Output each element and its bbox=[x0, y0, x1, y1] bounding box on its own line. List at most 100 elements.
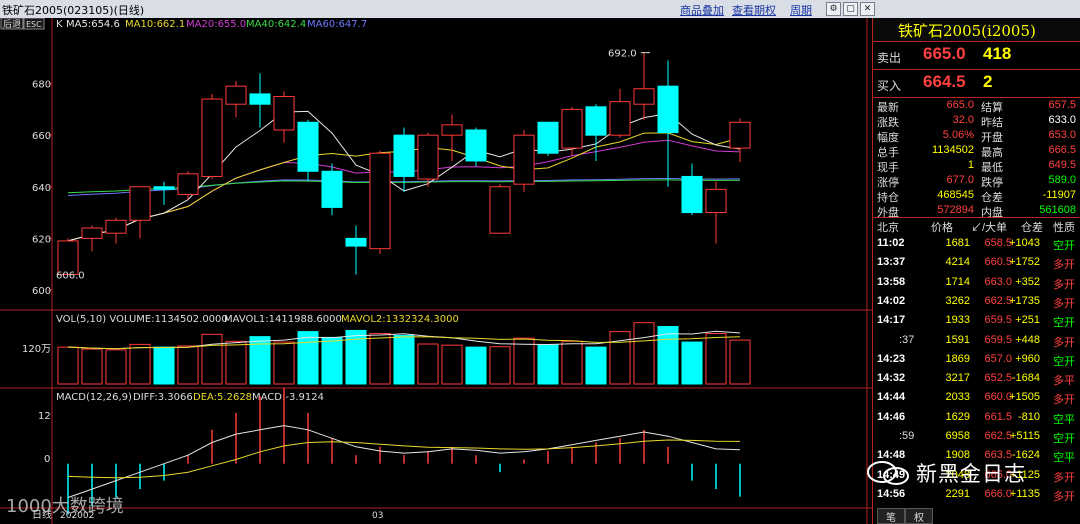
candle-body bbox=[201, 98, 223, 177]
tick-nature: 多开 bbox=[1053, 259, 1075, 272]
tick-row: 14:46 661.5 1629 -810 空平 bbox=[873, 407, 1080, 428]
view-options-button[interactable]: 查看期权 bbox=[732, 4, 776, 17]
volume-bar bbox=[105, 349, 127, 385]
overlay-commodity-button[interactable]: 商品叠加 bbox=[680, 4, 724, 17]
candle-body bbox=[393, 134, 415, 177]
low-price-label: 606.0 bbox=[56, 270, 85, 281]
volume-bar bbox=[129, 343, 151, 385]
tick-nature: 多开 bbox=[1053, 278, 1075, 291]
close-icon[interactable]: ✕ bbox=[860, 2, 875, 16]
macd-tick-0: 0 bbox=[44, 454, 50, 465]
stat-label: 涨跌 bbox=[877, 117, 899, 129]
stat-value: 666.5 bbox=[1048, 144, 1076, 156]
tick-header: 北京 价格 ↙/大单 仓差 性质 bbox=[873, 217, 1080, 234]
zoom-icon[interactable]: ▢ bbox=[843, 2, 858, 16]
candle-body bbox=[489, 186, 511, 234]
price-tick-label: 660 bbox=[32, 131, 51, 142]
tick-vol: 4214 bbox=[945, 256, 970, 269]
tick-time: 14:44 bbox=[877, 391, 906, 404]
tick-nature: 空开 bbox=[1053, 355, 1075, 368]
candle-body bbox=[321, 170, 343, 208]
tick-time: 11:02 bbox=[877, 237, 905, 249]
tick-price: 659.5 bbox=[984, 314, 1012, 327]
stat-row: 幅度 5.06% 开盘 653.0 bbox=[873, 129, 1080, 144]
tick-nature: 多开 bbox=[1053, 490, 1075, 503]
stat-label: 持仓 bbox=[877, 192, 899, 204]
price-tick-label: 620 bbox=[32, 234, 51, 245]
volume-bar bbox=[153, 346, 175, 385]
tick-vol: 2048 bbox=[945, 468, 970, 481]
stat-label: 现手 bbox=[877, 162, 899, 174]
tick-time: 14:56 bbox=[877, 487, 906, 500]
tick-row: 11:02 658.5 1681 +1043 空开 bbox=[873, 233, 1080, 254]
tick-row: 14:44 660.0 2033 +1505 多开 bbox=[873, 387, 1080, 408]
instrument-name: 铁矿石2005(i2005) bbox=[898, 22, 1036, 40]
tick-nature: 多开 bbox=[1053, 471, 1075, 484]
tick-price: 666.0 bbox=[984, 487, 1012, 500]
volume-bar bbox=[297, 331, 319, 385]
tick-vol: 1933 bbox=[945, 314, 970, 327]
volume-bar bbox=[369, 333, 391, 385]
tab-trades[interactable]: 笔 bbox=[877, 508, 905, 524]
tick-nature: 多平 bbox=[1053, 375, 1075, 388]
tick-time: 14:46 bbox=[877, 410, 906, 423]
tick-diff: +5115 bbox=[1009, 430, 1040, 442]
volume-bar bbox=[633, 322, 655, 385]
stat-value: 572894 bbox=[937, 204, 974, 216]
tick-vol: 1629 bbox=[945, 410, 970, 423]
tick-diff: +1735 bbox=[1009, 294, 1040, 307]
kline-chart[interactable]: 后退 ESC K MA5:654.6 MA10:662.1 MA20:655.0… bbox=[0, 18, 872, 524]
stat-label: 最新 bbox=[877, 102, 899, 114]
tick-diff: +1505 bbox=[1009, 391, 1040, 404]
tick-price: 657.0 bbox=[984, 352, 1012, 365]
tick-price: 652.5 bbox=[984, 372, 1012, 385]
tick-header-oi: 仓差 bbox=[1021, 222, 1043, 234]
settings-icon[interactable]: ⚙ bbox=[826, 2, 841, 16]
candle-body bbox=[705, 188, 727, 214]
stat-value: 649.5 bbox=[1048, 159, 1076, 171]
buy-price: 664.5 bbox=[923, 72, 966, 91]
sell-volume: 418 bbox=[983, 44, 1012, 63]
candle-body bbox=[249, 93, 271, 105]
period-button[interactable]: 周期 bbox=[790, 4, 812, 17]
candle-body bbox=[441, 124, 463, 136]
price-tick-label: 600 bbox=[32, 286, 51, 297]
candle-body bbox=[273, 95, 295, 131]
candle-body bbox=[177, 173, 199, 196]
tick-diff: +251 bbox=[1015, 314, 1040, 327]
tick-vol: 6958 bbox=[945, 430, 970, 442]
volume-bar bbox=[537, 344, 559, 385]
back-tag[interactable]: 后退 bbox=[3, 19, 21, 30]
candle-body bbox=[537, 121, 559, 154]
tick-row: :59 662.5 6958 +5115 空开 bbox=[873, 426, 1080, 447]
quote-panel: 铁矿石2005(i2005) 卖出 665.0 418 买入 664.5 2 最… bbox=[872, 18, 1080, 524]
wechat-icon bbox=[867, 461, 909, 485]
back-tag-box bbox=[0, 18, 24, 30]
tab-rights[interactable]: 权 bbox=[905, 508, 933, 524]
candle-body bbox=[561, 108, 583, 149]
tick-time: 13:58 bbox=[877, 275, 906, 288]
tick-row: 14:17 659.5 1933 +251 空开 bbox=[873, 310, 1080, 331]
candle-body bbox=[225, 85, 247, 105]
sell-price: 665.0 bbox=[923, 44, 966, 63]
candle-body bbox=[609, 101, 631, 136]
vol-mavol2: MAVOL2:1332324.3000 bbox=[341, 314, 459, 325]
stat-row: 涨停 677.0 跌停 589.0 bbox=[873, 174, 1080, 189]
tick-header-volume: ↙/大单 bbox=[971, 222, 1008, 234]
volume-ma-lines bbox=[67, 330, 741, 350]
divider bbox=[873, 217, 1080, 218]
ma-prefix: K bbox=[56, 19, 63, 30]
stat-value: 1 bbox=[967, 159, 974, 171]
tick-nature: 多开 bbox=[1053, 336, 1075, 349]
volume-bar bbox=[729, 339, 751, 385]
tick-nature: 空开 bbox=[1053, 433, 1075, 445]
sell-label: 卖出 bbox=[877, 51, 902, 65]
tick-vol: 3262 bbox=[945, 294, 970, 307]
ma5-label: MA5:654.6 bbox=[66, 19, 120, 30]
tick-nature: 空平 bbox=[1053, 452, 1075, 465]
tick-time: :59 bbox=[899, 430, 915, 442]
esc-tag[interactable]: ESC bbox=[26, 20, 42, 29]
vol-mavol1: MAVOL1:1411988.6000 bbox=[224, 314, 342, 325]
stat-label: 昨结 bbox=[981, 117, 1003, 129]
tick-header-nature: 性质 bbox=[1053, 222, 1075, 234]
